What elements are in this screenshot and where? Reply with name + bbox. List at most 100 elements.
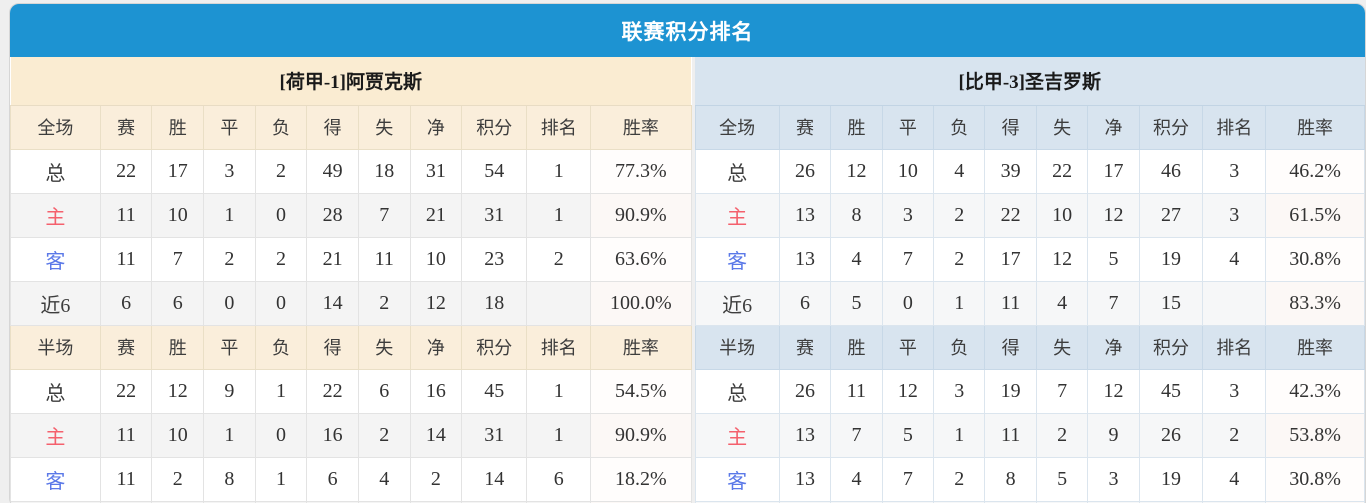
cell-points: 19 (1138, 236, 1204, 282)
cell-rate: 100.0% (590, 280, 692, 326)
cell-points: 31 (461, 412, 528, 458)
table-row[interactable]: 客 13 4 7 2 17 12 5 19 4 30.8% (694, 236, 1365, 282)
cell-points: 14 (461, 456, 528, 502)
cell-played: 11 (99, 236, 153, 282)
cell-rate: 90.9% (590, 412, 692, 458)
table-row[interactable]: 主 11 10 1 0 28 7 21 31 1 90.9% (10, 192, 692, 238)
cell-points: 19 (1138, 456, 1204, 502)
cell-gf: 14 (306, 280, 359, 326)
column-header-scope: 半场 (694, 324, 780, 370)
cell-ga: 7 (1035, 368, 1089, 414)
cell-played: 6 (99, 280, 153, 326)
table-row[interactable]: 客 11 7 2 2 21 11 10 23 2 63.6% (10, 236, 692, 282)
cell-win: 2 (151, 456, 205, 502)
table-row[interactable]: 近664206061466.7% (10, 500, 692, 503)
cell-points: 14 (461, 500, 528, 503)
cell-rate: 83.3% (1265, 280, 1365, 326)
table-row[interactable]: 总 22 12 9 1 22 6 16 45 1 54.5% (10, 368, 692, 414)
table-row[interactable]: 总 26 12 10 4 39 22 17 46 3 46.2% (694, 148, 1365, 194)
table-row[interactable]: 主 13 8 3 2 22 10 12 27 3 61.5% (694, 192, 1365, 238)
cell-ga: 4 (1035, 280, 1089, 326)
column-header-played: 赛 (778, 104, 832, 150)
column-header-played: 赛 (99, 324, 153, 370)
table-row[interactable]: 近663125231050.0% (694, 500, 1365, 503)
cell-rank: 1 (526, 148, 592, 194)
table-row[interactable]: 主 13 7 5 1 11 2 9 26 2 53.8% (694, 412, 1365, 458)
cell-rate: 53.8% (1265, 412, 1365, 458)
cell-gd: 10 (409, 236, 463, 282)
cell-points: 46 (1138, 148, 1204, 194)
cell-played: 22 (99, 148, 153, 194)
cell-rank: 2 (526, 236, 592, 282)
cell-rate: 46.2% (1265, 148, 1365, 194)
cell-gd: 3 (1087, 456, 1140, 502)
cell-played: 13 (778, 412, 832, 458)
cell-win: 10 (151, 192, 205, 238)
cell-played: 26 (778, 148, 832, 194)
team-name[interactable]: [荷甲-1]阿贾克斯 (10, 57, 691, 106)
cell-points: 18 (461, 280, 528, 326)
cell-played: 11 (99, 412, 153, 458)
team-name[interactable]: [比甲-3]圣吉罗斯 (695, 57, 1365, 106)
cell-gd: 5 (1087, 236, 1140, 282)
row-label-text: 客 (45, 250, 66, 273)
cell-played: 22 (99, 368, 153, 414)
table-row[interactable]: 客 11 2 8 1 6 4 2 14 6 18.2% (10, 456, 692, 502)
teams-comparison-container: [荷甲-1]阿贾克斯 全场赛胜平负得失净积分 排名 胜率总 22 17 3 2 49 18 31 54… (10, 57, 1365, 503)
column-header-goals_for: 得 (306, 104, 359, 150)
cell-rate: 63.6% (590, 236, 692, 282)
cell-gf: 39 (984, 148, 1037, 194)
cell-rank: 1 (526, 368, 592, 414)
cell-rate: 50.0% (1265, 500, 1365, 503)
row-label: 主 (10, 412, 101, 458)
cell-win: 7 (830, 412, 883, 458)
row-label-text: 总 (727, 382, 748, 405)
cell-gf: 8 (984, 456, 1037, 502)
cell-rank: 1 (526, 192, 592, 238)
table-body-left: [荷甲-1]阿贾克斯 全场赛胜平负得失净积分 排名 胜率总 22 17 3 2 49 18 31 54… (10, 57, 692, 503)
cell-win: 7 (151, 236, 205, 282)
row-label: 总 (694, 148, 780, 194)
column-header-goals_for: 得 (306, 324, 359, 370)
panel-divider (691, 57, 695, 503)
column-header-draw: 平 (203, 104, 256, 150)
cell-ga: 6 (357, 368, 411, 414)
section-header-row: 半场赛胜平负得失净积分 排名 胜率 (694, 324, 1365, 370)
cell-draw: 1 (203, 412, 256, 458)
cell-loss: 1 (933, 412, 986, 458)
row-label: 主 (694, 192, 780, 238)
cell-points: 23 (461, 236, 528, 282)
cell-win: 17 (151, 148, 205, 194)
row-label: 总 (694, 368, 780, 414)
cell-rank (526, 280, 592, 326)
row-label: 近6 (10, 280, 101, 326)
column-header-loss: 负 (933, 104, 986, 150)
column-header-win: 胜 (151, 104, 205, 150)
column-header-points: 积分 (1138, 104, 1204, 150)
cell-draw: 7 (881, 456, 935, 502)
cell-rank: 3 (1202, 368, 1267, 414)
column-header-win_rate: 胜率 (590, 324, 692, 370)
cell-ga: 11 (357, 236, 411, 282)
table-row[interactable]: 总 26 11 12 3 19 7 12 45 3 42.3% (694, 368, 1365, 414)
cell-loss: 2 (933, 192, 986, 238)
column-header-rank: 排名 (1202, 104, 1267, 150)
cell-loss: 2 (254, 148, 308, 194)
cell-win: 4 (830, 456, 883, 502)
cell-gd: 16 (409, 368, 463, 414)
row-label-text: 主 (45, 426, 66, 449)
team-name-row: [比甲-3]圣吉罗斯 (695, 57, 1365, 106)
row-label: 客 (694, 236, 780, 282)
cell-rate: 30.8% (1265, 456, 1365, 502)
table-row[interactable]: 主 11 10 1 0 16 2 14 31 1 90.9% (10, 412, 692, 458)
table-row[interactable]: 总 22 17 3 2 49 18 31 54 1 77.3% (10, 148, 692, 194)
cell-rank: 3 (1202, 148, 1267, 194)
table-row[interactable]: 近6 6 6 0 0 14 2 12 18 100.0% (10, 280, 692, 326)
cell-draw: 1 (203, 192, 256, 238)
table-body-right: [比甲-3]圣吉罗斯 全场赛胜平负得失净积分 排名 胜率总 26 12 10 4 39 22 17 4… (694, 57, 1365, 503)
section-header-row: 全场赛胜平负得失净积分 排名 胜率 (10, 104, 692, 150)
column-header-win: 胜 (151, 324, 205, 370)
cell-ga: 7 (357, 192, 411, 238)
table-row[interactable]: 近6 6 5 0 1 11 4 7 15 83.3% (694, 280, 1365, 326)
table-row[interactable]: 客 13 4 7 2 8 5 3 19 4 30.8% (694, 456, 1365, 502)
